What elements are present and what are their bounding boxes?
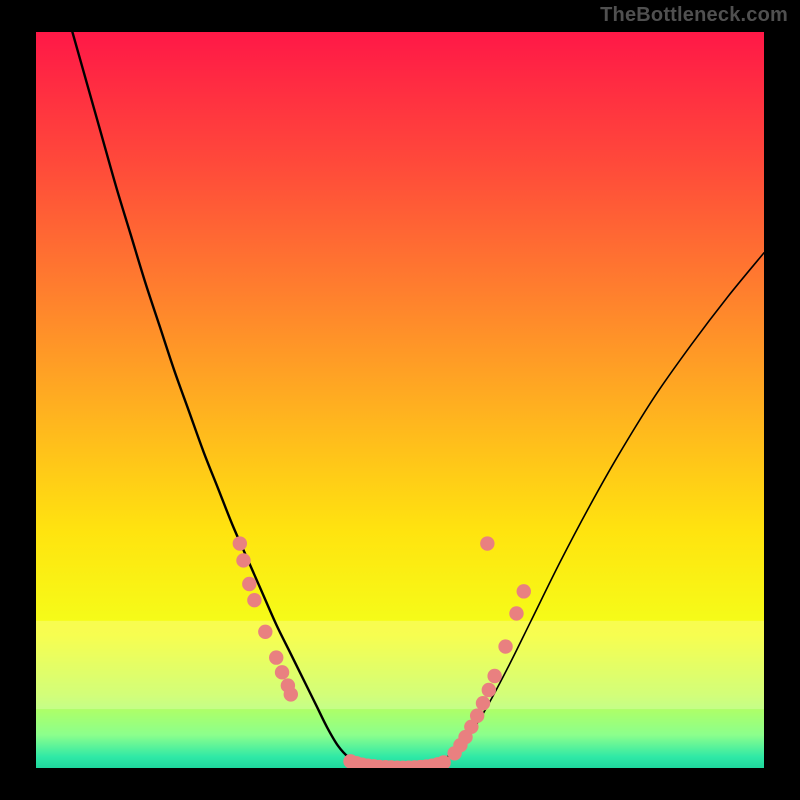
data-marker: [509, 606, 523, 620]
data-marker: [233, 536, 247, 550]
bottleneck-chart: [0, 0, 800, 800]
data-marker: [517, 584, 531, 598]
data-marker: [470, 709, 484, 723]
data-marker: [247, 593, 261, 607]
data-marker: [476, 696, 490, 710]
data-marker: [482, 683, 496, 697]
data-marker: [236, 553, 250, 567]
data-marker: [242, 577, 256, 591]
data-marker: [498, 639, 512, 653]
data-marker: [275, 665, 289, 679]
data-marker: [436, 755, 450, 769]
data-marker: [480, 536, 494, 550]
data-marker: [269, 650, 283, 664]
data-marker: [284, 687, 298, 701]
watermark-text: TheBottleneck.com: [600, 4, 788, 27]
data-marker: [258, 625, 272, 639]
soft-yellow-band: [36, 621, 764, 709]
data-marker: [487, 669, 501, 683]
